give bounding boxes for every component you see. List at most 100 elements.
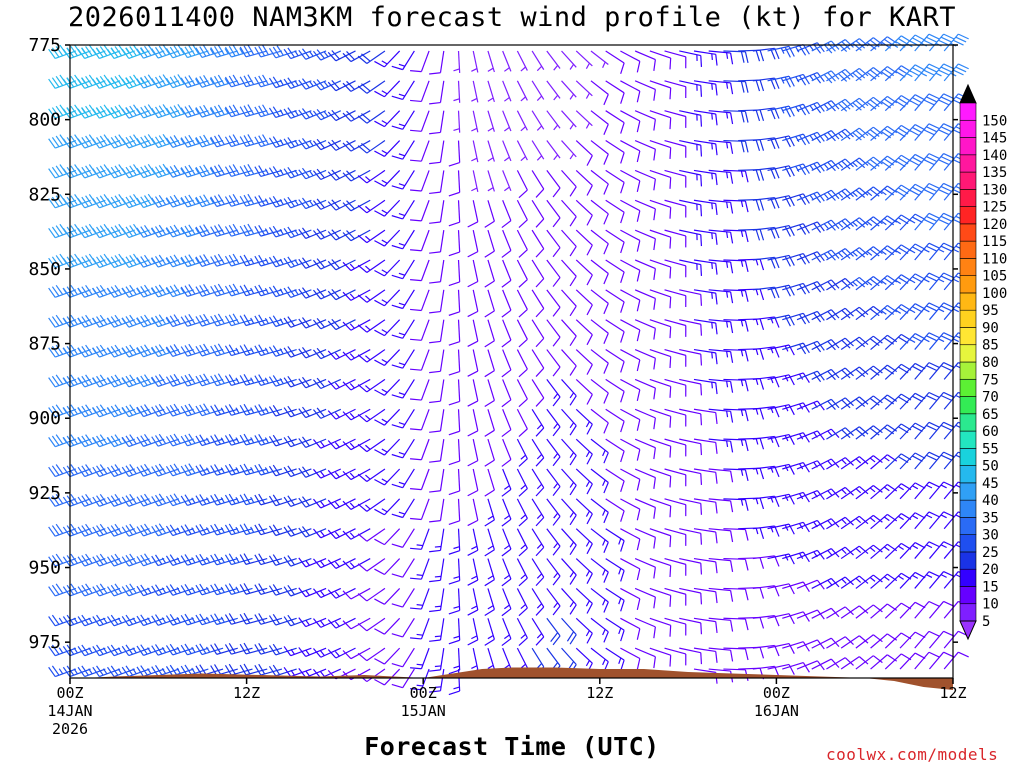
wind-barb bbox=[165, 74, 194, 89]
barb-full bbox=[448, 281, 460, 287]
barb-half bbox=[176, 527, 181, 534]
barb-full bbox=[210, 345, 218, 357]
barb-full bbox=[391, 215, 403, 220]
wind-barb bbox=[471, 110, 479, 133]
barb-full bbox=[55, 493, 64, 504]
barb-staff bbox=[516, 349, 528, 370]
barb-full bbox=[107, 586, 115, 597]
barb-half bbox=[434, 545, 442, 548]
wind-barb bbox=[121, 253, 150, 268]
barb-full bbox=[110, 644, 119, 655]
barb-half bbox=[471, 187, 478, 192]
barb-full bbox=[501, 339, 512, 348]
barb-staff bbox=[546, 199, 561, 219]
wind-barb bbox=[448, 558, 461, 585]
barb-full bbox=[48, 377, 56, 388]
barb-staff bbox=[457, 439, 461, 462]
barb-full bbox=[173, 284, 181, 295]
barb-full bbox=[313, 80, 322, 91]
wind-barb bbox=[374, 289, 401, 307]
barb-full bbox=[129, 75, 137, 86]
barb-full bbox=[173, 105, 181, 116]
barb-half bbox=[504, 544, 510, 550]
barb-full bbox=[374, 389, 385, 396]
barb-half bbox=[235, 437, 240, 444]
barb-full bbox=[272, 166, 281, 177]
wind-barb bbox=[391, 528, 415, 548]
barb-half bbox=[239, 48, 244, 55]
barb-full bbox=[107, 666, 115, 677]
barb-full bbox=[268, 615, 277, 626]
barb-half bbox=[191, 527, 196, 534]
barb-half bbox=[334, 501, 340, 508]
barb-half bbox=[381, 179, 388, 184]
barb-full bbox=[283, 466, 292, 477]
wind-barb bbox=[195, 194, 224, 208]
wind-barb bbox=[239, 553, 268, 565]
wind-barb bbox=[254, 433, 283, 446]
wind-barb bbox=[283, 196, 312, 209]
barb-full bbox=[448, 311, 460, 316]
barb-full bbox=[283, 347, 292, 358]
wind-barb bbox=[357, 587, 386, 602]
barb-half bbox=[434, 605, 442, 608]
barb-full bbox=[81, 316, 89, 327]
barb-full bbox=[48, 317, 56, 328]
barb-full bbox=[228, 643, 236, 654]
barb-full bbox=[254, 46, 262, 58]
barb-full bbox=[342, 560, 352, 570]
barb-full bbox=[173, 224, 181, 235]
barb-half bbox=[711, 262, 713, 269]
wind-barb bbox=[165, 614, 194, 626]
barb-full bbox=[85, 583, 93, 594]
barb-full bbox=[327, 410, 337, 420]
barb-full bbox=[180, 525, 188, 536]
barb-full bbox=[77, 287, 86, 298]
barb-full bbox=[357, 204, 368, 214]
barb-full bbox=[214, 195, 222, 206]
barb-full bbox=[342, 232, 352, 242]
wind-barb bbox=[374, 438, 401, 456]
barb-full bbox=[327, 469, 337, 480]
barb-full bbox=[247, 44, 255, 55]
barb-full bbox=[228, 553, 236, 564]
wind-barb bbox=[165, 493, 194, 507]
wind-barb bbox=[429, 528, 445, 553]
wind-barb bbox=[165, 373, 194, 387]
barb-full bbox=[316, 49, 325, 59]
wind-barb bbox=[342, 199, 371, 212]
barb-half bbox=[264, 347, 269, 354]
barb-half bbox=[161, 647, 167, 653]
barb-half bbox=[279, 198, 284, 205]
barb-half bbox=[209, 197, 215, 204]
barb-full bbox=[114, 493, 123, 504]
barb-full bbox=[55, 165, 64, 176]
wind-barb bbox=[502, 50, 512, 72]
barb-full bbox=[147, 44, 156, 55]
wind-barb bbox=[254, 493, 283, 506]
wind-barb bbox=[151, 614, 180, 626]
barb-full bbox=[51, 196, 60, 207]
barb-full bbox=[669, 87, 672, 100]
wind-barb bbox=[374, 528, 401, 546]
barb-full bbox=[199, 434, 207, 445]
barb-full bbox=[114, 374, 123, 385]
barb-full bbox=[165, 406, 174, 417]
barb-full bbox=[70, 195, 78, 206]
wind-barb bbox=[429, 170, 445, 195]
barb-half bbox=[381, 388, 388, 393]
barb-full bbox=[55, 344, 64, 355]
barb-full bbox=[169, 136, 178, 147]
barb-full bbox=[313, 498, 322, 509]
barb-full bbox=[327, 320, 337, 330]
wind-barb bbox=[210, 44, 238, 58]
barb-full bbox=[298, 288, 307, 299]
barb-half bbox=[334, 561, 340, 568]
barb-full bbox=[107, 317, 115, 328]
wind-barb bbox=[357, 110, 386, 124]
barb-full bbox=[96, 555, 104, 566]
barb-full bbox=[391, 334, 403, 339]
barb-half bbox=[520, 156, 526, 162]
barb-full bbox=[254, 106, 262, 118]
